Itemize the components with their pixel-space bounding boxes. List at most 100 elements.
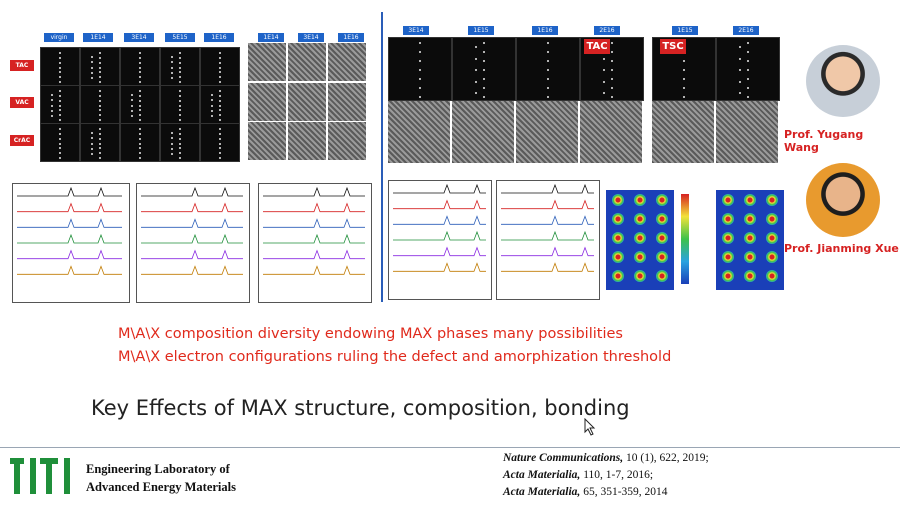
diffraction-spot — [99, 152, 101, 155]
saed-pattern — [160, 47, 200, 86]
charge-density-blob — [656, 232, 668, 244]
saed-pattern — [200, 47, 240, 86]
xrd-curve — [17, 218, 122, 228]
hrtem-image — [516, 101, 578, 163]
diffraction-spot — [131, 115, 133, 117]
diffraction-spot — [99, 114, 101, 117]
diffraction-spot — [179, 137, 181, 140]
diffraction-spot — [59, 94, 61, 97]
dose-tag: 1E16 — [532, 26, 558, 35]
diffraction-spot — [547, 51, 549, 53]
avatar-yugang-wang — [806, 45, 880, 117]
diffraction-spot — [171, 142, 173, 145]
diffraction-spot — [179, 61, 181, 64]
slide-title: Key Effects of MAX structure, compositio… — [91, 396, 630, 420]
xrd-curves — [393, 183, 486, 272]
diffraction-spot — [91, 142, 93, 145]
diffraction-spot — [131, 94, 133, 96]
diffraction-spot — [99, 94, 101, 97]
diffraction-spot — [219, 76, 221, 79]
reference-journal: Acta Materialia, — [503, 469, 581, 481]
diffraction-spot — [219, 56, 221, 59]
diffraction-spot — [99, 99, 101, 102]
charge-density-blob — [744, 232, 756, 244]
diffraction-spot — [179, 157, 181, 159]
avatar-jianming-xue — [806, 163, 880, 237]
diffraction-spot — [91, 147, 93, 150]
xrd-curves — [501, 183, 594, 272]
charge-density-blob — [612, 270, 624, 282]
saed-pattern — [80, 123, 120, 162]
diffraction-spot — [683, 69, 685, 71]
charge-density-blob — [634, 251, 646, 263]
charge-density-blob — [634, 232, 646, 244]
diffraction-spot — [219, 128, 221, 130]
xrd-curve — [17, 186, 122, 197]
diffraction-spot — [611, 42, 613, 44]
diffraction-spot — [747, 96, 749, 98]
diffraction-spot — [483, 78, 485, 80]
xrd-curve — [141, 233, 243, 244]
dose-tag: 3E14 — [124, 33, 154, 42]
dose-tag: 1E14 — [258, 33, 284, 42]
charge-density-blob — [744, 251, 756, 263]
diffraction-spot — [747, 60, 749, 62]
xrd-curve — [501, 246, 594, 257]
diffraction-spot — [51, 109, 53, 112]
diffraction-spot — [179, 76, 181, 79]
diffraction-spot — [139, 76, 141, 79]
diffraction-spot — [747, 78, 749, 80]
diffraction-spot — [59, 128, 61, 130]
diffraction-spot — [219, 142, 221, 145]
diffraction-spot — [91, 132, 93, 134]
diffraction-spot — [747, 69, 749, 71]
diffraction-spot — [483, 87, 485, 89]
hrtem-image — [580, 101, 642, 163]
charge-density-blob — [634, 213, 646, 225]
dose-tag: 2E16 — [594, 26, 620, 35]
diffraction-spot — [139, 132, 141, 135]
dose-tag: 1E16 — [204, 33, 234, 42]
diffraction-spot — [611, 96, 613, 98]
diffraction-spot — [59, 52, 61, 54]
diffraction-spot — [99, 66, 101, 69]
diffraction-spot — [131, 104, 133, 107]
diffraction-spot — [139, 157, 141, 159]
charge-density-blob — [766, 270, 778, 282]
hrtem-image — [248, 122, 286, 160]
lab-logo-icon — [10, 458, 70, 494]
diffraction-spot — [59, 152, 61, 155]
diffraction-spot — [171, 153, 173, 155]
diffraction-spot — [219, 90, 221, 92]
xrd-curve — [393, 262, 486, 272]
diffraction-spot — [99, 90, 101, 92]
xrd-curve — [263, 233, 365, 244]
diffraction-spot — [171, 66, 173, 69]
diffraction-spot — [219, 81, 221, 83]
xrd-curve — [141, 249, 243, 260]
diffraction-spot — [59, 104, 61, 107]
xrd-curve — [393, 230, 486, 241]
saed-pattern — [160, 123, 200, 162]
dose-tag: 5E15 — [165, 33, 195, 42]
diffraction-spot — [179, 81, 181, 83]
diffraction-spot — [219, 94, 221, 97]
dose-tag: virgin — [44, 33, 74, 42]
diffraction-spot — [179, 66, 181, 69]
row-label-tac: TAC — [10, 60, 34, 71]
saed-pattern — [200, 85, 240, 124]
charge-density-blob — [744, 213, 756, 225]
diffraction-spot — [179, 52, 181, 54]
xrd-curve — [263, 202, 365, 213]
diffraction-spot — [683, 87, 685, 89]
diffraction-spot — [747, 42, 749, 44]
xrd-curve — [17, 265, 122, 275]
xrd-curve — [263, 186, 365, 197]
charge-density-blob — [612, 232, 624, 244]
diffraction-spot — [683, 96, 685, 98]
diffraction-spot — [139, 128, 141, 130]
charge-density-blob — [656, 213, 668, 225]
xrd-curve — [393, 246, 486, 257]
xrd-plot — [258, 183, 372, 303]
diffraction-spot — [219, 66, 221, 69]
